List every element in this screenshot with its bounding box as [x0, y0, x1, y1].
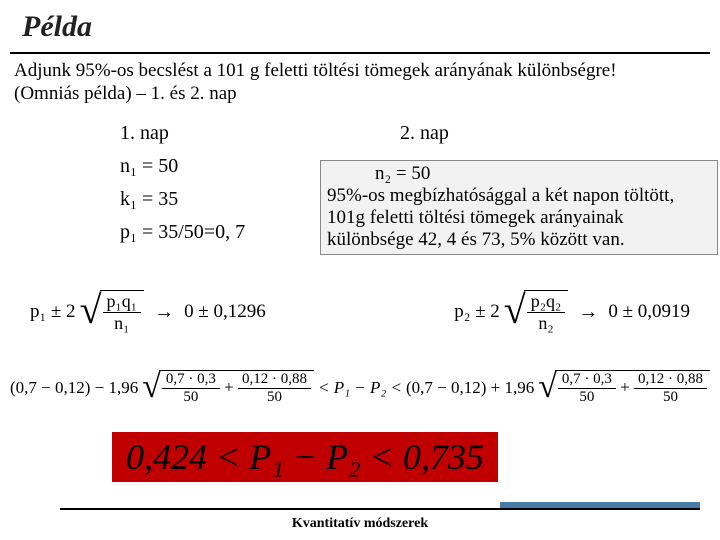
footer-text: Kvantitatív módszerek [0, 516, 720, 532]
day1-k: k₁ = 35 [120, 188, 245, 211]
page-title: Példa [22, 10, 92, 44]
confidence-formulas: p₁ ± 2 √ p₁q₁ n₁ → 0 ± 0,1296 p₂ ± 2 √ [30, 290, 690, 334]
day1-p: p₁ = 35/50=0, 7 [120, 221, 245, 244]
lf-d3: 50 [558, 389, 616, 406]
sqrt-icon: √ 0,7 · 0,3 50 + 0,12 · 0,88 50 [538, 370, 710, 406]
note-text: 95%-os megbízhatósággal a két napon tölt… [327, 185, 674, 250]
note-box: n₂ = 50 95%-os megbízhatósággal a két na… [320, 160, 718, 255]
day2-head: 2. nap [400, 122, 449, 145]
footer-line [60, 508, 700, 510]
formula-p2: p₂ ± 2 √ p₂q₂ n₂ → 0 ± 0,0919 [454, 290, 690, 334]
lf-a: (0,7 − 0,12) − 1,96 [10, 378, 138, 398]
formula-p1: p₁ ± 2 √ p₁q₁ n₁ → 0 ± 0,1296 [30, 290, 266, 334]
lf-n2: 0,12 · 0,88 [238, 371, 311, 389]
day1-head: 1. nap [120, 122, 245, 145]
long-formula: (0,7 − 0,12) − 1,96 √ 0,7 · 0,3 50 + 0,1… [10, 370, 710, 406]
slide: Példa Adjunk 95%-os becslést a 101 g fel… [0, 0, 720, 540]
sqrt-icon: √ 0,7 · 0,3 50 + 0,12 · 0,88 50 [142, 370, 314, 406]
lf-mid: < P₁ − P₂ < [318, 378, 402, 398]
f1-prefix: p₁ ± 2 [30, 301, 76, 323]
lf-b: (0,7 − 0,12) + 1,96 [406, 378, 534, 398]
lf-n3: 0,7 · 0,3 [558, 371, 616, 389]
lf-d1: 50 [162, 389, 220, 406]
sqrt-icon: √ p₁q₁ n₁ [80, 290, 145, 334]
column-day1: 1. nap n₁ = 50 k₁ = 35 p₁ = 35/50=0, 7 [120, 122, 245, 254]
intro-line1: Adjunk 95%-os becslést a 101 g feletti t… [14, 60, 617, 81]
f2-den: n₂ [527, 313, 566, 334]
lf-n1: 0,7 · 0,3 [162, 371, 220, 389]
column-day2: 2. nap [400, 122, 449, 155]
day2-n: n₂ = 50 [375, 163, 711, 185]
sqrt-icon: √ p₂q₂ n₂ [504, 290, 569, 334]
arrow-icon: → [154, 301, 174, 324]
lf-d2: 50 [238, 389, 311, 406]
lf-d4: 50 [634, 389, 707, 406]
intro-text: Adjunk 95%-os becslést a 101 g feletti t… [14, 60, 706, 106]
title-underline [10, 52, 710, 54]
f1-num: p₁q₁ [103, 291, 142, 313]
f2-num: p₂q₂ [527, 291, 566, 313]
result-text: 0,424 < P₁ − P₂ < 0,735 [126, 437, 484, 477]
day1-n: n₁ = 50 [120, 155, 245, 178]
lf-n4: 0,12 · 0,88 [634, 371, 707, 389]
result-box: 0,424 < P₁ − P₂ < 0,735 [112, 432, 498, 482]
f1-den: n₁ [103, 313, 142, 334]
f2-prefix: p₂ ± 2 [454, 301, 500, 323]
f2-rhs: 0 ± 0,0919 [608, 301, 690, 323]
f1-rhs: 0 ± 0,1296 [184, 301, 266, 323]
arrow-icon: → [578, 301, 598, 324]
intro-line2: (Omniás példa) – 1. és 2. nap [14, 83, 237, 104]
